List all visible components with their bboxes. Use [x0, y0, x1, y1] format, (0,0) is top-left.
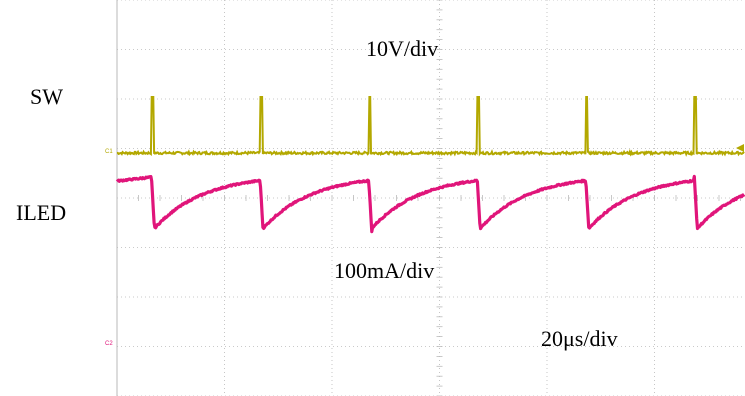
iled-trace	[115, 174, 745, 234]
voltage-scale-label: 10V/div	[366, 36, 439, 61]
time-scale-label: 20μs/div	[541, 326, 618, 351]
current-scale-label: 100mA/div	[334, 258, 435, 283]
iled-label: ILED	[16, 200, 67, 225]
sw-trace	[116, 96, 745, 157]
traces	[115, 96, 745, 234]
center-ticks	[116, 0, 741, 396]
sw-label: SW	[30, 84, 63, 109]
ch2-marker: C2	[105, 341, 113, 347]
ch1-level-arrow	[736, 144, 744, 152]
ch1-marker: C1	[105, 149, 113, 155]
